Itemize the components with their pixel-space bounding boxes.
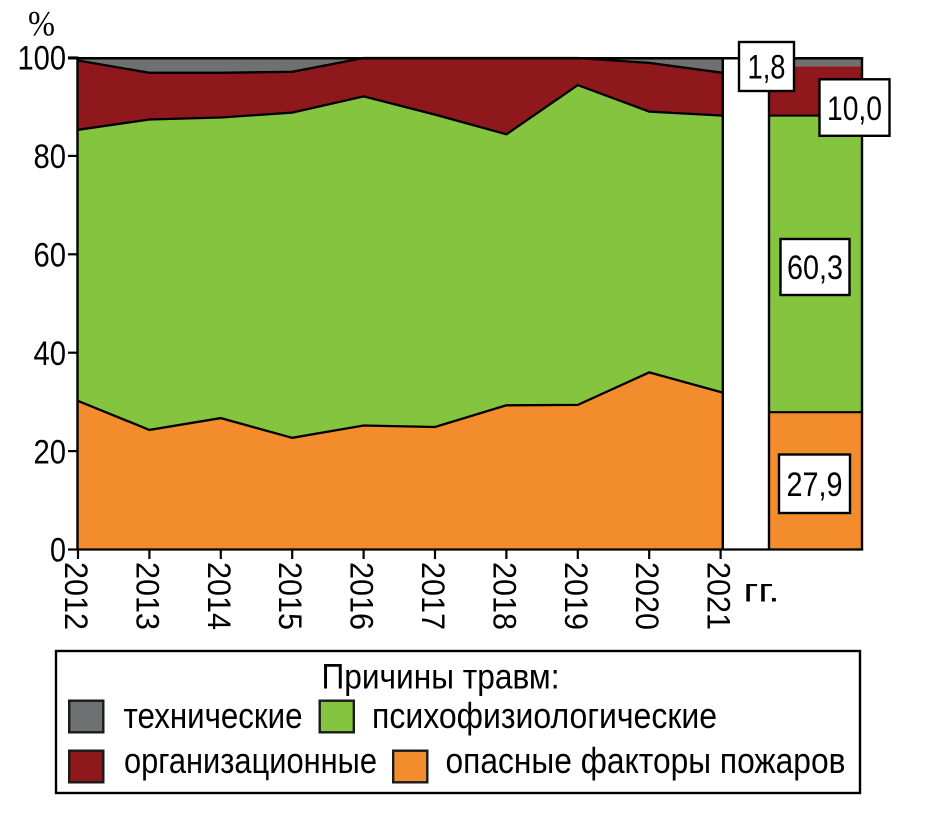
svg-text:10,0: 10,0 [827, 90, 882, 128]
svg-text:80: 80 [34, 138, 67, 176]
svg-text:40: 40 [34, 335, 67, 373]
svg-text:2012: 2012 [58, 562, 94, 630]
svg-text:1,8: 1,8 [748, 49, 786, 87]
svg-text:60: 60 [34, 237, 67, 275]
svg-text:2019: 2019 [558, 562, 594, 630]
svg-text:27,9: 27,9 [787, 466, 843, 504]
svg-text:Причины травм:: Причины травм: [322, 658, 560, 697]
svg-text:2016: 2016 [344, 562, 380, 630]
svg-text:20: 20 [34, 433, 67, 471]
svg-text:2021: 2021 [701, 562, 737, 630]
svg-text:2020: 2020 [629, 562, 665, 630]
svg-text:60,3: 60,3 [787, 249, 843, 287]
svg-text:технические: технические [124, 695, 303, 736]
svg-text:100: 100 [18, 40, 67, 78]
svg-text:2013: 2013 [129, 562, 165, 630]
svg-text:организационные: организационные [124, 740, 377, 781]
svg-text:%: % [28, 4, 55, 44]
svg-text:0: 0 [50, 532, 66, 570]
svg-text:2017: 2017 [415, 562, 451, 630]
svg-text:2015: 2015 [272, 562, 308, 630]
svg-text:психофизиологические: психофизиологические [372, 695, 717, 736]
svg-text:2018: 2018 [486, 562, 522, 630]
svg-text:гг.: гг. [744, 572, 780, 609]
svg-text:2014: 2014 [201, 562, 237, 630]
svg-text:опасные факторы пожаров: опасные факторы пожаров [446, 740, 846, 781]
